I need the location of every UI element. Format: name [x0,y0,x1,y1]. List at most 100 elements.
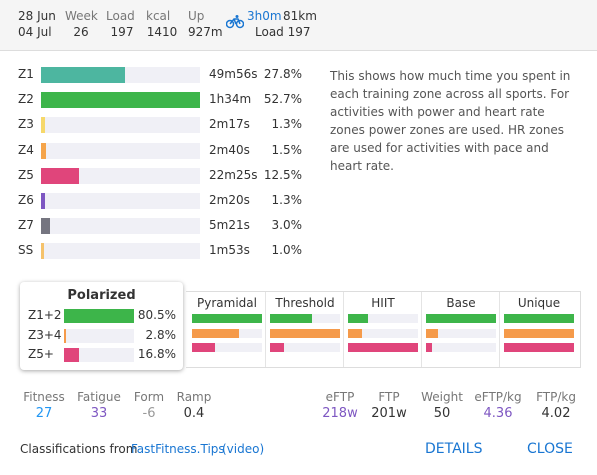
zone-label: Z6 [18,193,34,207]
classifications: Pyramidal Threshold HIIT Base Unique [186,291,581,368]
zone-bar [41,167,79,184]
zone-track [41,92,200,109]
zone-time: 22m25s [209,167,258,182]
footer-link[interactable]: FastFitness.Tips [131,442,225,456]
metric-label: eFTP/kg [474,390,522,404]
header: 28 Jun 04 Jul 3h0m 81km Load 197 Week 26 L… [0,0,597,51]
polarized-bar [64,348,79,362]
metric-value: 27 [35,406,53,421]
stat-label: Week [65,9,98,23]
stat-label: Load [106,9,135,23]
polarized-label: Z1+2 [28,308,62,322]
classification-track [192,314,262,323]
classification-bar [270,328,340,338]
zone-time: 5m21s [209,218,250,233]
classification-bar [348,328,362,338]
date-from: 28 Jun [18,9,56,23]
zone-bar [41,243,45,260]
zone-bar [41,142,46,159]
zone-track [41,117,200,134]
zone-label: Z7 [18,218,34,233]
metric-value: 50 [433,406,451,421]
classification-track [504,328,574,338]
classification-bar [504,314,574,323]
zone-bar [41,193,45,209]
polarized-label: Z3+4 [28,327,62,342]
stat-value: 197 [110,25,134,39]
polarized-bar [64,309,134,323]
classification-track [426,314,496,323]
polarized-percent: 16.8% [137,347,176,361]
classification-bar [504,343,574,352]
classification-name: Base [446,296,476,310]
zone-bar [41,92,200,109]
metric-value: 4.36 [483,406,513,421]
close-button[interactable]: CLOSE [527,441,573,457]
classification-bar [192,343,216,352]
divider [343,292,344,367]
details-button[interactable]: DETAILS [425,441,483,457]
stat-label: Up [188,9,205,23]
zone-label: Z5 [18,167,34,182]
metric-value: 0.4 [183,406,205,421]
stat-value: 927m [188,25,223,39]
zone-track [41,142,200,159]
zone-percent: 12.5% [263,167,302,182]
video-link[interactable]: (video) [222,442,265,456]
metric-label: Form [133,390,165,404]
date-to: 04 Jul [18,25,52,39]
metric-label: Fitness [23,390,65,404]
polarized-track [64,328,134,343]
polarized-percent: 80.5% [137,308,176,322]
ride-load: Load 197 [255,25,311,39]
ride-duration: 3h0m [247,9,282,23]
zone-percent: 1.0% [271,243,303,258]
footer-prefix: Classifications from [20,442,138,456]
classification-track [348,343,418,352]
classification-track [192,343,262,352]
divider [499,292,500,367]
classification-name: Threshold [275,296,335,310]
zone-track [41,67,200,83]
zone-time: 2m17s [209,117,250,132]
zone-label: Z1 [18,67,34,81]
classification-name: Unique [517,296,561,310]
classification-bar [504,328,574,338]
classification-bar [270,314,312,323]
zone-percent: 1.3% [271,117,303,132]
classification-track [270,314,340,323]
divider [265,292,266,367]
classification-bar [348,314,369,323]
classification-bar [270,343,284,352]
classification-bar [426,328,438,338]
classification-name: HIIT [371,296,395,310]
zone-bar [41,117,45,134]
classification-bar [192,314,262,323]
zone-time: 49m56s [209,67,258,81]
zone-track [41,167,200,184]
metric-value: 33 [90,406,108,421]
classification-name: Pyramidal [197,296,257,310]
metric-label: Weight [421,390,463,404]
classification-track [270,343,340,352]
metric-label: Ramp [176,390,212,404]
metric-value: 201w [371,406,407,421]
classification-track [426,343,496,352]
classification-track [504,314,574,323]
zone-time: 1m53s [209,243,250,258]
zone-time: 2m40s [209,142,250,157]
zone-label: Z4 [18,142,34,157]
polarized-label: Z5+ [28,347,54,361]
classification-bar [348,343,418,352]
zone-percent: 3.0% [271,218,303,233]
bike-icon [226,15,244,29]
zone-label: Z3 [18,117,34,132]
stat-value: 1410 [146,25,178,39]
stat-value: 26 [73,25,89,39]
polarized-track [64,309,134,323]
zone-track [41,218,200,235]
metric-label: eFTP [325,390,355,404]
description: This shows how much time you spent in ea… [330,69,571,173]
zone-track [41,243,200,260]
zone-bar [41,67,125,83]
